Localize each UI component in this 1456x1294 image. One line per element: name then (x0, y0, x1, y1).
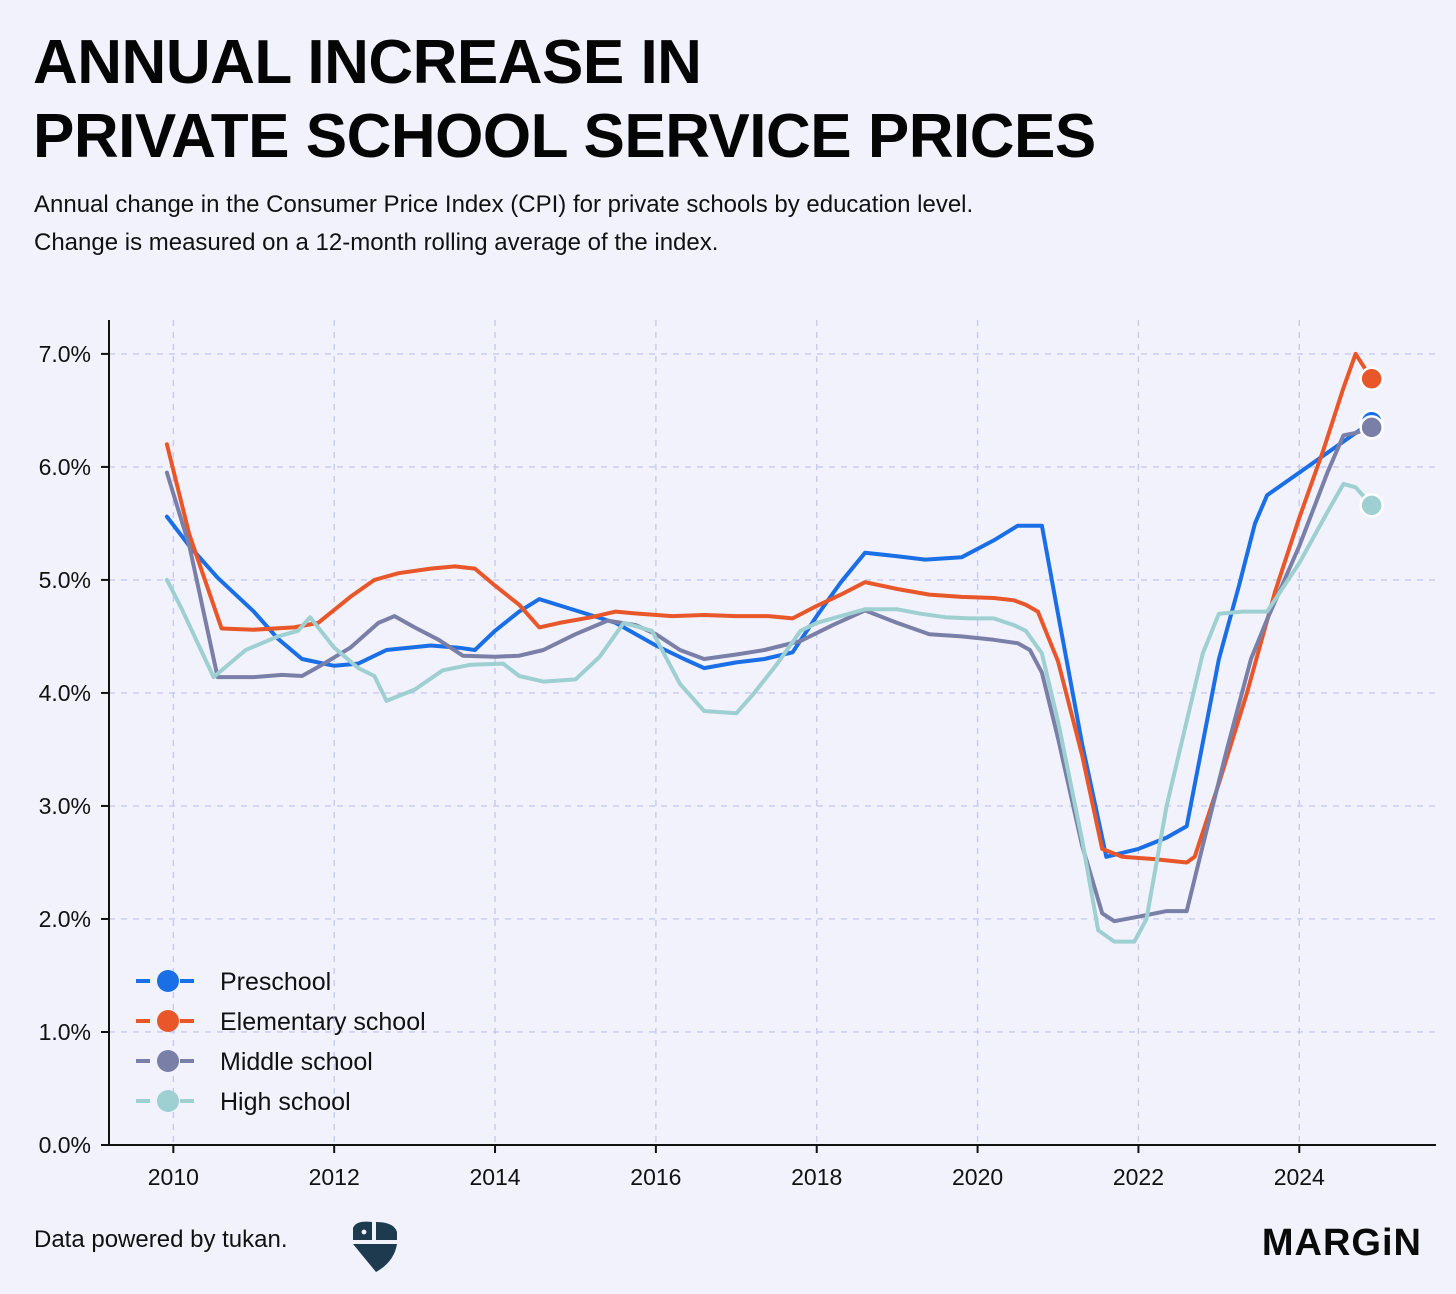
legend-swatch-marker (157, 970, 179, 992)
series-line-preschool (164, 419, 1374, 859)
y-tick-label: 6.0% (39, 454, 91, 480)
series-lines (164, 351, 1384, 944)
series-end-marker (1359, 366, 1384, 392)
x-tick-label: 2024 (1274, 1164, 1325, 1190)
x-tick-label: 2022 (1113, 1164, 1164, 1190)
series-end-marker (1359, 415, 1384, 440)
series-line-high-school (164, 481, 1374, 944)
series-line-elementary-school (164, 351, 1374, 865)
y-tick-label: 5.0% (39, 567, 91, 593)
y-tick-label: 1.0% (39, 1019, 91, 1045)
legend-label: Elementary school (220, 1008, 426, 1036)
title-line-1: ANNUAL INCREASE IN (33, 28, 702, 97)
legend-item: Elementary school (136, 1008, 426, 1036)
line-chart: 0.0% 1.0% 2.0% 3.0% 4.0% 5.0% 6.0% 7.0% 2010 2012… (39, 320, 1436, 1190)
subtitle-line-1: Annual change in the Consumer Price Inde… (34, 191, 974, 218)
subtitle-line-2: Change is measured on a 12-month rolling… (34, 229, 719, 256)
margin-logo: MARGiN (1261, 1222, 1422, 1264)
y-tick-label: 7.0% (39, 341, 91, 367)
data-source-note: Data powered by tukan. (34, 1226, 288, 1253)
y-tick-label: 0.0% (39, 1132, 91, 1158)
axes: 0.0% 1.0% 2.0% 3.0% 4.0% 5.0% 6.0% 7.0% 2010 2012… (39, 320, 1436, 1190)
x-tick-label: 2012 (309, 1164, 360, 1190)
legend: Preschool Elementary school Middle school H… (136, 968, 426, 1116)
grid (109, 320, 1436, 1145)
legend-label: Middle school (220, 1048, 373, 1076)
page-title: ANNUAL INCREASE IN PRIVATE SCHOOL SERVIC… (33, 26, 1096, 174)
legend-label: Preschool (220, 968, 331, 996)
series-line-middle-school (164, 425, 1374, 924)
tukan-logo-icon (353, 1221, 397, 1272)
x-tick-label: 2010 (148, 1164, 199, 1190)
legend-label: High school (220, 1088, 351, 1116)
title-line-2: PRIVATE SCHOOL SERVICE PRICES (33, 102, 1096, 171)
x-tick-label: 2020 (952, 1164, 1003, 1190)
legend-swatch-marker (157, 1010, 179, 1032)
y-tick-label: 2.0% (39, 906, 91, 932)
y-tick-label: 3.0% (39, 793, 91, 819)
x-tick-label: 2016 (630, 1164, 681, 1190)
legend-item: High school (136, 1088, 351, 1116)
series-end-marker (1359, 493, 1384, 518)
x-tick-label: 2014 (469, 1164, 520, 1190)
page-subtitle: Annual change in the Consumer Price Inde… (34, 186, 973, 262)
y-tick-label: 4.0% (39, 680, 91, 706)
legend-swatch-marker (157, 1050, 179, 1072)
x-tick-label: 2018 (791, 1164, 842, 1190)
legend-item: Middle school (136, 1048, 373, 1076)
legend-swatch-marker (157, 1090, 179, 1112)
legend-item: Preschool (136, 968, 331, 996)
